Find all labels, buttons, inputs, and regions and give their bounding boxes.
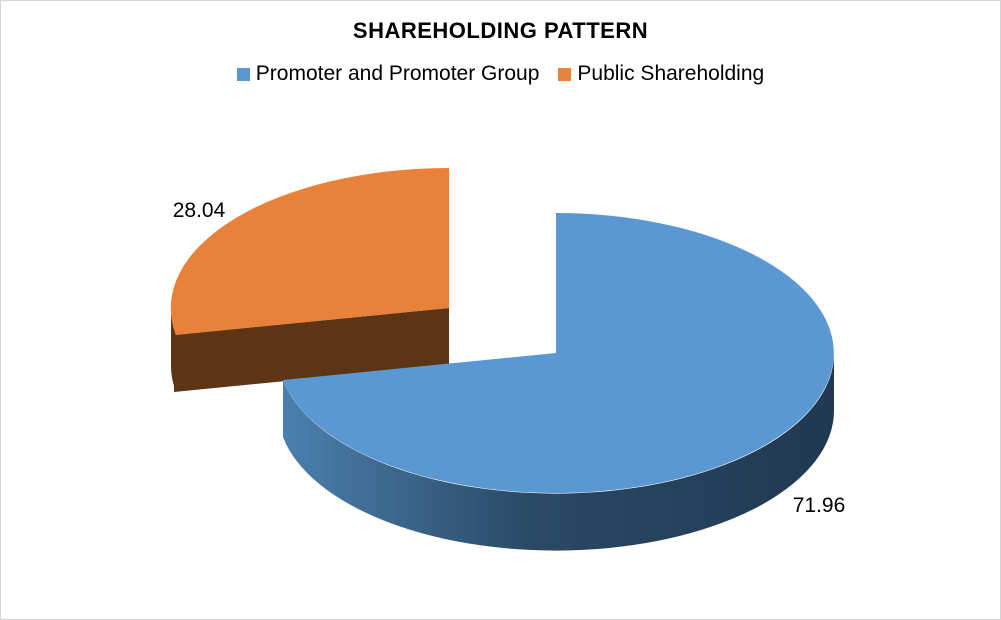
pie-slice-promoter-top (283, 213, 834, 493)
chart-title: SHAREHOLDING PATTERN (352, 18, 649, 43)
legend-label-promoter: Promoter and Promoter Group (255, 62, 540, 85)
value-label-promoter: 71.96 (793, 494, 846, 517)
pie-slice-public-top (170, 167, 449, 335)
legend-item-public: Public Shareholding (558, 62, 764, 86)
legend-label-public: Public Shareholding (577, 62, 765, 85)
legend: Promoter and Promoter Group Public Share… (1, 62, 1000, 86)
legend-swatch-public-rect (558, 67, 572, 81)
legend-swatch-public (558, 67, 572, 81)
legend-item-promoter: Promoter and Promoter Group (236, 62, 540, 86)
legend-swatch-promoter (236, 67, 250, 81)
pie-slice-promoter (283, 213, 835, 551)
legend-swatch-promoter-rect (236, 67, 250, 81)
value-label-public: 28.04 (173, 199, 226, 222)
pie-slice-promoter-side (283, 353, 835, 551)
